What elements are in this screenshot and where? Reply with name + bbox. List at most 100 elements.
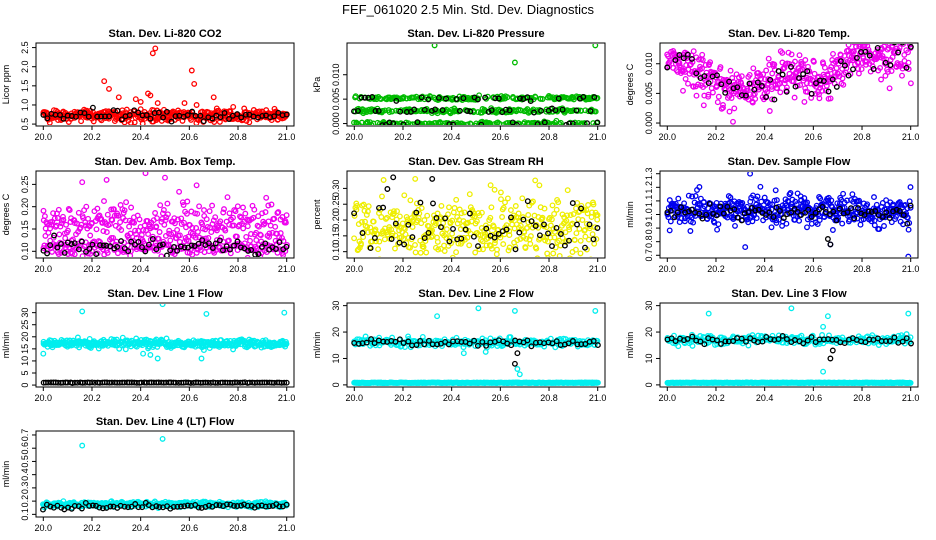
data-point <box>747 172 754 177</box>
data-point <box>508 214 514 221</box>
data-point <box>189 224 196 231</box>
data-point <box>237 244 244 251</box>
data-point <box>466 340 473 347</box>
data-point <box>45 379 52 386</box>
data-point <box>253 237 260 244</box>
data-point <box>60 213 66 220</box>
data-point <box>840 190 847 197</box>
y-tick-label: 2.5 <box>20 41 30 54</box>
x-tick-label: 20.0 <box>346 132 364 142</box>
data-point <box>574 221 580 228</box>
data-point <box>417 199 424 206</box>
data-point <box>240 204 246 211</box>
data-point <box>746 80 753 87</box>
data-point <box>368 336 375 343</box>
data-point <box>731 206 738 213</box>
y-tick-label: 15 <box>20 344 30 354</box>
data-point <box>586 225 593 232</box>
data-point <box>63 221 70 228</box>
data-point <box>476 246 483 253</box>
data-point <box>140 350 147 357</box>
data-point <box>838 196 845 203</box>
data-point <box>104 211 111 218</box>
data-point <box>820 78 827 84</box>
data-point <box>271 215 278 222</box>
data-point <box>732 222 738 229</box>
data-point <box>275 109 282 116</box>
data-point <box>64 227 71 234</box>
y-tick-label: 20 <box>644 327 654 337</box>
data-point <box>453 96 460 102</box>
data-point <box>103 176 110 183</box>
data-point <box>801 195 808 202</box>
data-point <box>371 340 378 347</box>
data-point <box>101 198 107 205</box>
data-point <box>829 76 836 83</box>
data-point <box>899 72 905 79</box>
data-point <box>527 240 534 247</box>
data-point <box>149 236 156 242</box>
x-tick-label: 20.0 <box>659 132 677 142</box>
data-point <box>55 206 62 213</box>
data-point <box>243 233 250 240</box>
data-point <box>40 111 47 118</box>
data-point <box>392 245 398 252</box>
data-point <box>861 212 868 218</box>
data-point <box>212 240 219 247</box>
data-point <box>907 202 914 209</box>
data-point <box>363 339 370 346</box>
data-point <box>896 44 901 46</box>
x-tick-label: 20.2 <box>394 264 412 274</box>
data-point <box>758 198 765 205</box>
data-point <box>855 23 860 28</box>
y-tick-label: 0.8 <box>644 235 654 248</box>
data-point <box>162 217 169 224</box>
y-tick-label: 20 <box>20 332 30 342</box>
data-point <box>50 210 57 217</box>
data-point <box>42 232 49 239</box>
data-point <box>531 109 537 116</box>
data-point <box>53 243 60 250</box>
data-point <box>223 243 230 250</box>
data-point <box>589 209 595 216</box>
data-point <box>51 215 58 222</box>
data-point <box>365 203 372 210</box>
data-point <box>550 225 557 232</box>
data-point <box>482 94 489 101</box>
data-point <box>209 202 216 209</box>
data-point <box>128 238 135 245</box>
y-tick-label: 0.25 <box>331 195 341 213</box>
data-point <box>453 196 460 203</box>
y-tick-label: 0.25 <box>20 176 30 194</box>
data-point <box>667 207 674 214</box>
data-point <box>89 379 96 386</box>
data-point <box>217 218 224 225</box>
x-tick-label: 20.2 <box>707 393 725 403</box>
data-point <box>417 337 424 344</box>
data-point <box>669 38 674 43</box>
data-point <box>848 205 854 212</box>
data-point <box>484 93 491 100</box>
data-point <box>114 250 121 257</box>
data-points <box>664 23 914 125</box>
data-point <box>385 226 392 233</box>
data-point <box>118 116 125 123</box>
data-point <box>830 208 837 215</box>
data-point <box>103 242 110 249</box>
data-point <box>672 57 679 64</box>
data-point <box>251 206 258 213</box>
data-point <box>421 341 428 348</box>
data-point <box>429 175 436 182</box>
data-point <box>203 216 210 223</box>
data-point <box>157 242 163 249</box>
data-point <box>714 226 721 233</box>
data-point <box>678 204 685 211</box>
data-point <box>763 94 770 100</box>
data-point <box>772 187 779 194</box>
data-point <box>874 44 881 51</box>
x-tick-label: 20.0 <box>35 264 53 274</box>
data-point <box>827 241 834 248</box>
